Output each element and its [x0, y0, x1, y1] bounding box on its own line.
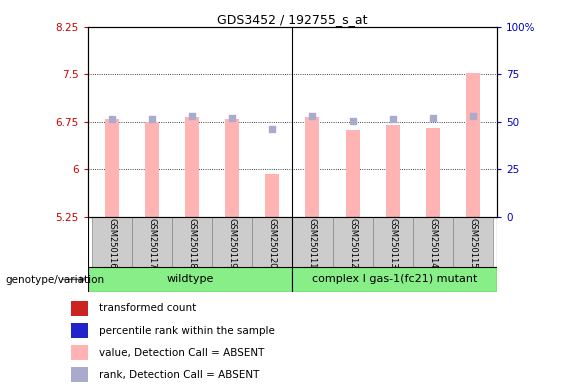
Point: [388, 116, 397, 122]
Bar: [252, 217, 293, 267]
Text: GSM250112: GSM250112: [348, 218, 357, 268]
Point: [147, 116, 157, 122]
Title: GDS3452 / 192755_s_at: GDS3452 / 192755_s_at: [217, 13, 368, 26]
Point: [308, 113, 317, 119]
Bar: [413, 217, 453, 267]
Text: transformed count: transformed count: [99, 303, 196, 313]
Bar: [225, 119, 239, 217]
Bar: [71, 323, 88, 338]
Bar: [373, 217, 413, 267]
Text: GSM250118: GSM250118: [188, 218, 197, 268]
Bar: [293, 217, 333, 267]
Text: GSM250119: GSM250119: [228, 218, 237, 268]
Bar: [185, 118, 199, 217]
Bar: [386, 125, 400, 217]
Point: [107, 116, 116, 122]
Bar: [453, 217, 493, 267]
Bar: [212, 217, 252, 267]
Text: GSM250116: GSM250116: [107, 218, 116, 268]
Bar: [306, 118, 319, 217]
Text: rank, Detection Call = ABSENT: rank, Detection Call = ABSENT: [99, 370, 259, 380]
Text: GSM250111: GSM250111: [308, 218, 317, 268]
Bar: [105, 119, 119, 217]
Bar: [266, 174, 279, 217]
Bar: [333, 217, 373, 267]
Text: GSM250115: GSM250115: [468, 218, 477, 268]
Bar: [88, 267, 293, 292]
Text: value, Detection Call = ABSENT: value, Detection Call = ABSENT: [99, 348, 264, 358]
Text: complex I gas-1(fc21) mutant: complex I gas-1(fc21) mutant: [312, 274, 477, 285]
Bar: [293, 267, 497, 292]
Point: [188, 113, 197, 119]
Point: [428, 115, 437, 121]
Bar: [132, 217, 172, 267]
Bar: [71, 367, 88, 382]
Text: GSM250113: GSM250113: [388, 218, 397, 268]
Text: GSM250114: GSM250114: [428, 218, 437, 268]
Point: [228, 115, 237, 121]
Text: GSM250117: GSM250117: [147, 218, 157, 268]
Bar: [71, 301, 88, 316]
Point: [468, 113, 477, 119]
Point: [268, 126, 277, 132]
Bar: [426, 128, 440, 217]
Bar: [172, 217, 212, 267]
Bar: [346, 129, 360, 217]
Bar: [466, 73, 480, 217]
Bar: [92, 217, 132, 267]
Text: percentile rank within the sample: percentile rank within the sample: [99, 326, 275, 336]
Text: genotype/variation: genotype/variation: [6, 275, 105, 285]
Text: GSM250120: GSM250120: [268, 218, 277, 268]
Bar: [71, 345, 88, 360]
Text: wildtype: wildtype: [166, 274, 214, 285]
Bar: [145, 122, 159, 217]
Point: [348, 118, 357, 124]
